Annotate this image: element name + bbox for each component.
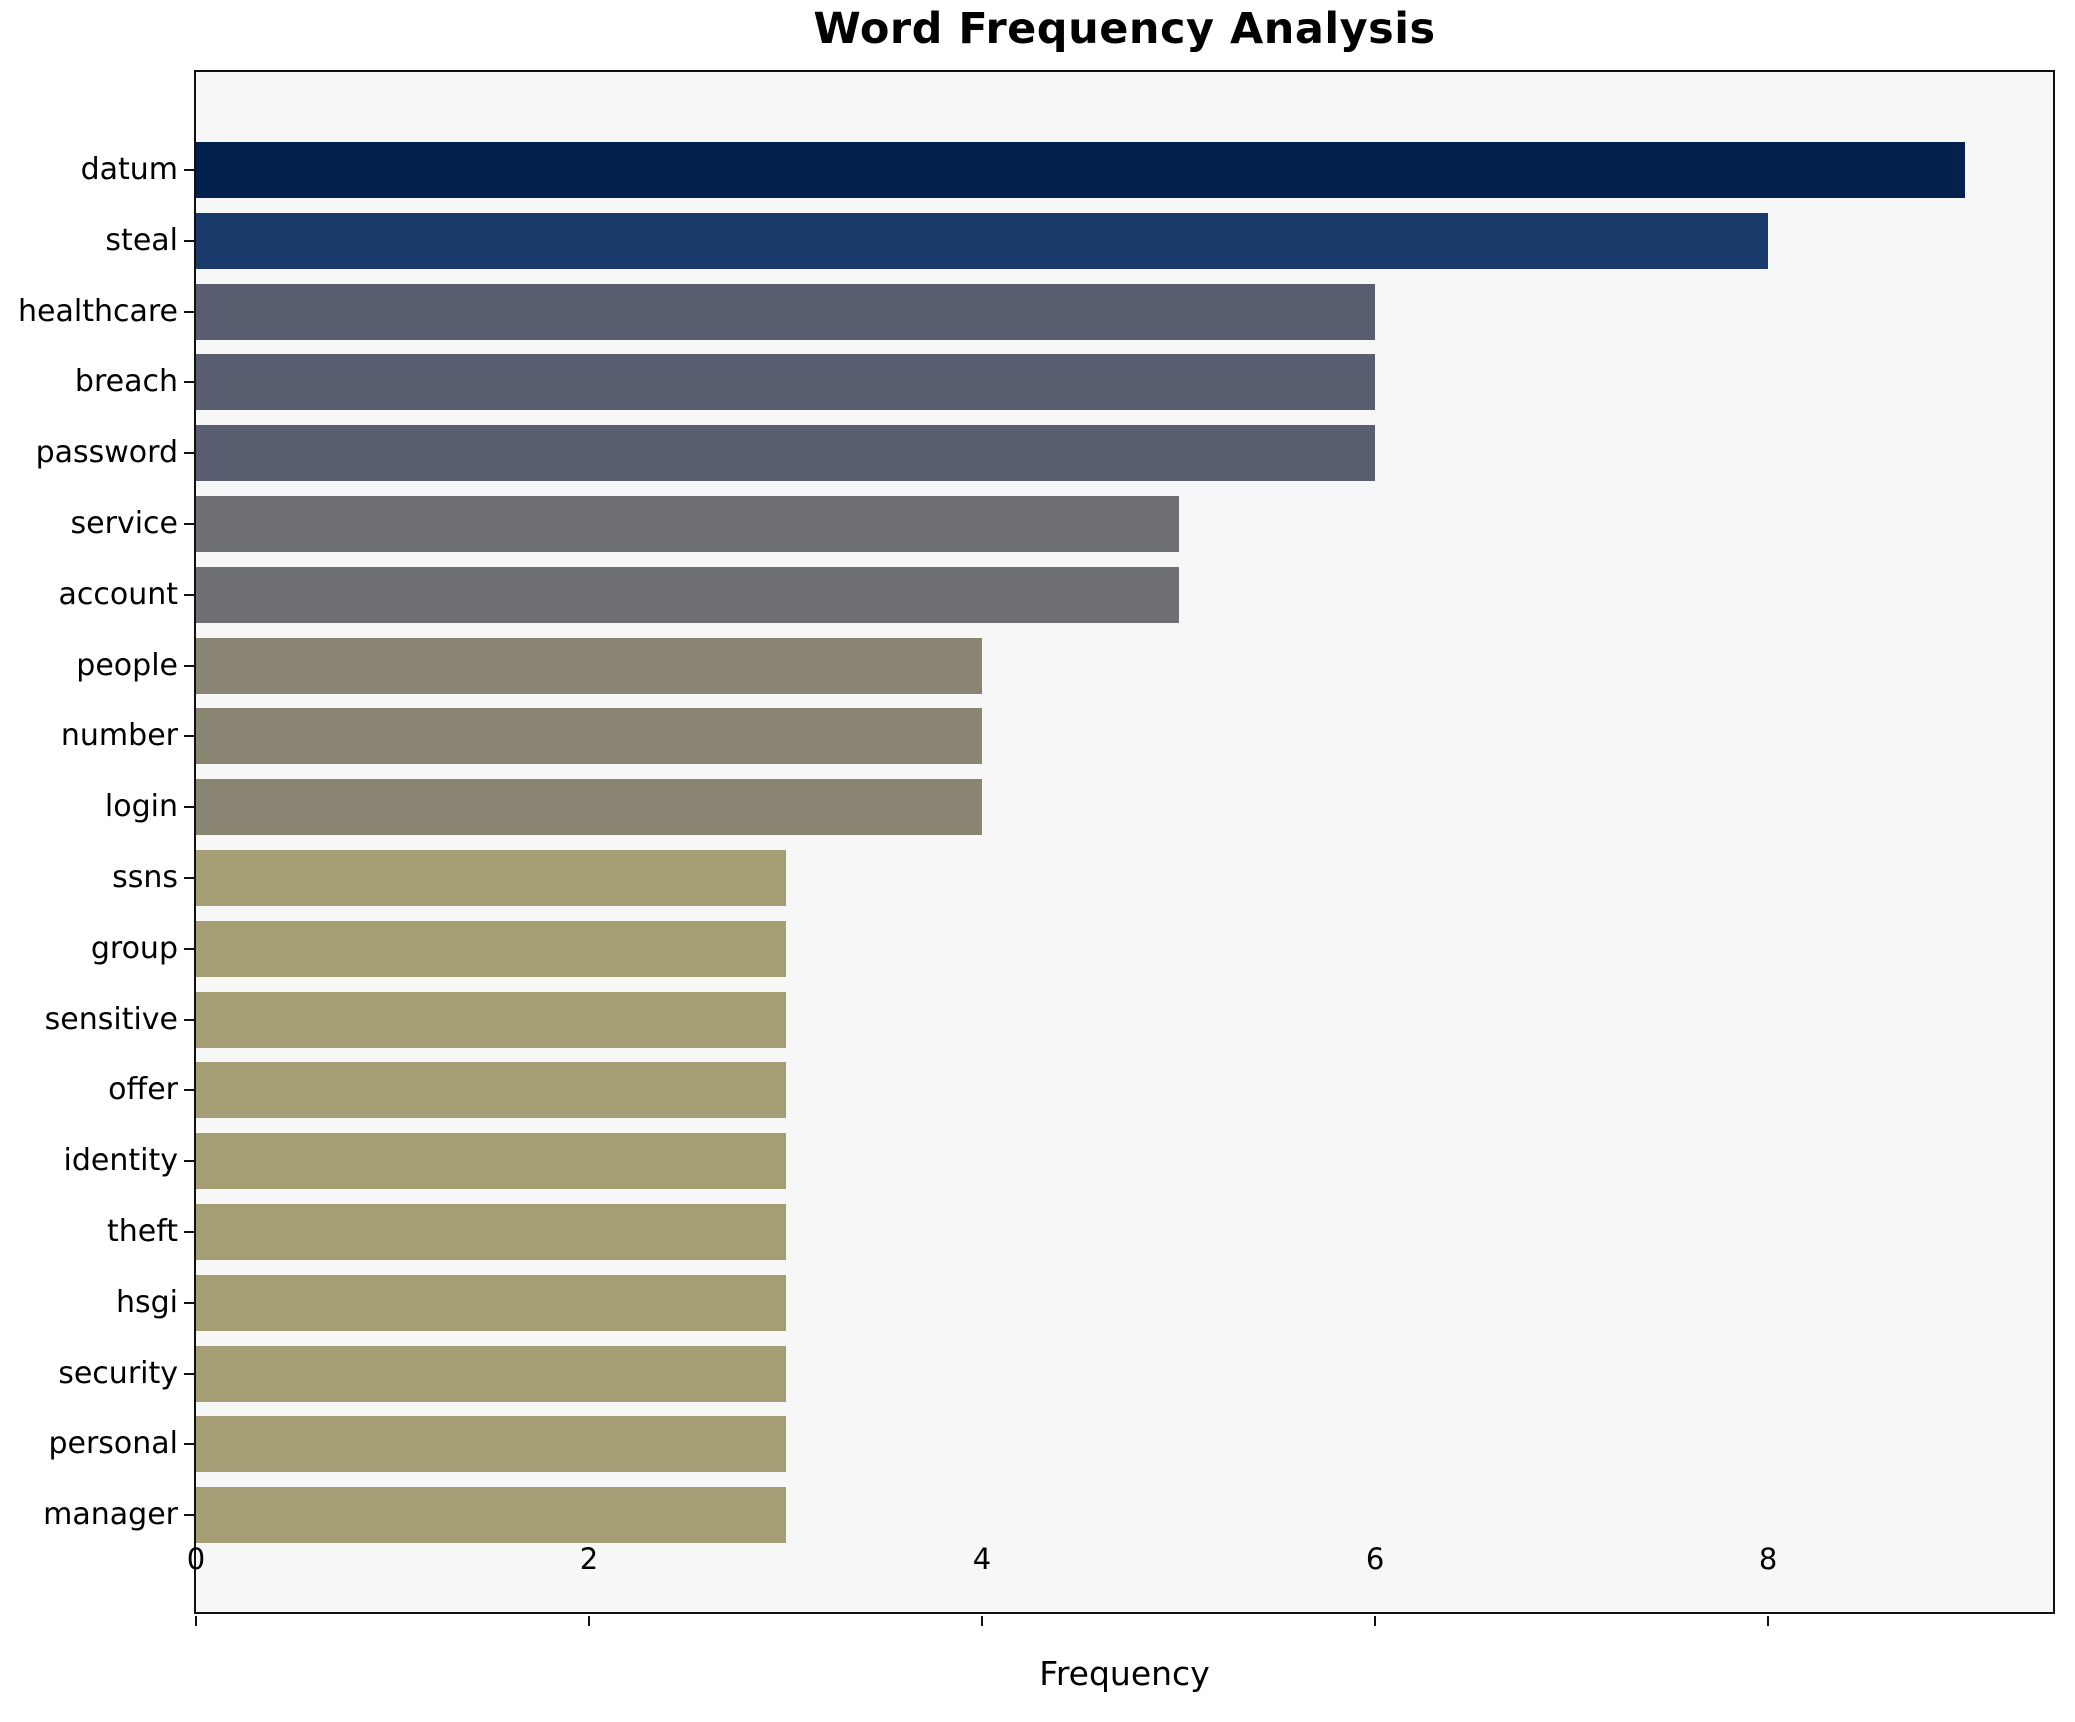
bar-manager	[196, 1487, 786, 1544]
bar-hsgi	[196, 1274, 786, 1331]
y-tick-mark	[184, 1443, 194, 1446]
y-tick-mark	[184, 735, 194, 738]
y-tick-mark	[184, 664, 194, 667]
y-tick-mark	[184, 1089, 194, 1092]
y-tick-mark	[184, 523, 194, 525]
bar-group	[196, 920, 786, 977]
bar-sensitive	[196, 991, 786, 1048]
bar-offer	[196, 1062, 786, 1119]
bar-theft	[196, 1204, 786, 1260]
bar-service	[196, 496, 1179, 552]
y-tick-mark	[184, 1231, 194, 1233]
y-tick-label-personal: personal	[48, 1426, 178, 1462]
y-tick-label-service: service	[70, 506, 178, 541]
y-tick-label-security: security	[58, 1355, 178, 1391]
bar-identity	[196, 1133, 786, 1190]
y-tick-mark	[184, 1160, 194, 1163]
y-tick-mark	[184, 947, 194, 950]
y-tick-label-identity: identity	[63, 1143, 178, 1179]
y-tick-label-breach: breach	[74, 364, 178, 400]
x-tick-label-2: 2	[579, 1542, 599, 1576]
x-tick-mark	[1374, 1616, 1377, 1626]
bar-people	[196, 637, 983, 694]
bar-account	[196, 566, 1179, 623]
chart-title: Word Frequency Analysis	[813, 4, 1436, 54]
bar-datum	[196, 142, 1965, 198]
x-tick-label-4: 4	[972, 1542, 992, 1576]
y-tick-label-people: people	[76, 647, 178, 683]
y-tick-mark	[184, 452, 194, 455]
bar-healthcare	[196, 283, 1376, 340]
y-tick-label-number: number	[60, 718, 178, 754]
x-axis-label: Frequency	[1039, 1654, 1210, 1693]
y-tick-label-password: password	[35, 435, 178, 471]
y-tick-mark	[184, 1018, 194, 1021]
bar-ssns	[196, 850, 786, 906]
x-tick-mark	[981, 1616, 984, 1626]
y-tick-mark	[184, 310, 194, 313]
y-tick-mark	[184, 381, 194, 384]
y-tick-mark	[184, 169, 194, 171]
bar-breach	[196, 354, 1376, 411]
bar-steal	[196, 212, 1769, 269]
y-tick-mark	[184, 593, 194, 596]
x-tick-label-6: 6	[1365, 1542, 1385, 1576]
y-tick-mark	[184, 1301, 194, 1304]
y-tick-label-healthcare: healthcare	[18, 293, 178, 329]
y-tick-mark	[184, 806, 194, 809]
y-tick-label-hsgi: hsgi	[115, 1284, 178, 1320]
bar-personal	[196, 1416, 786, 1473]
y-tick-label-sensitive: sensitive	[44, 1001, 178, 1037]
x-tick-mark	[588, 1616, 591, 1626]
x-tick-mark	[1767, 1616, 1770, 1626]
y-tick-mark	[184, 1514, 194, 1517]
x-tick-label-8: 8	[1758, 1542, 1778, 1576]
plot-area: datum steal healthcare breach password servic…	[18, 70, 2055, 1626]
y-tick-mark	[184, 877, 194, 879]
y-tick-label-steal: steal	[105, 222, 178, 258]
y-tick-label-manager: manager	[43, 1497, 178, 1533]
y-tick-label-theft: theft	[106, 1214, 178, 1249]
y-tick-label-offer: offer	[108, 1072, 178, 1108]
y-tick-label-group: group	[90, 930, 178, 966]
y-tick-label-account: account	[58, 576, 178, 612]
y-tick-mark	[184, 239, 194, 242]
y-tick-label-login: login	[104, 789, 178, 825]
bar-login	[196, 779, 983, 836]
y-tick-label-ssns: ssns	[112, 860, 178, 895]
bar-number	[196, 708, 983, 765]
x-tick-mark	[195, 1616, 197, 1626]
x-tick-label-0: 0	[186, 1542, 206, 1576]
bar-security	[196, 1345, 786, 1402]
y-tick-label-datum: datum	[80, 152, 178, 187]
y-tick-mark	[184, 1372, 194, 1375]
bar-password	[196, 425, 1376, 482]
